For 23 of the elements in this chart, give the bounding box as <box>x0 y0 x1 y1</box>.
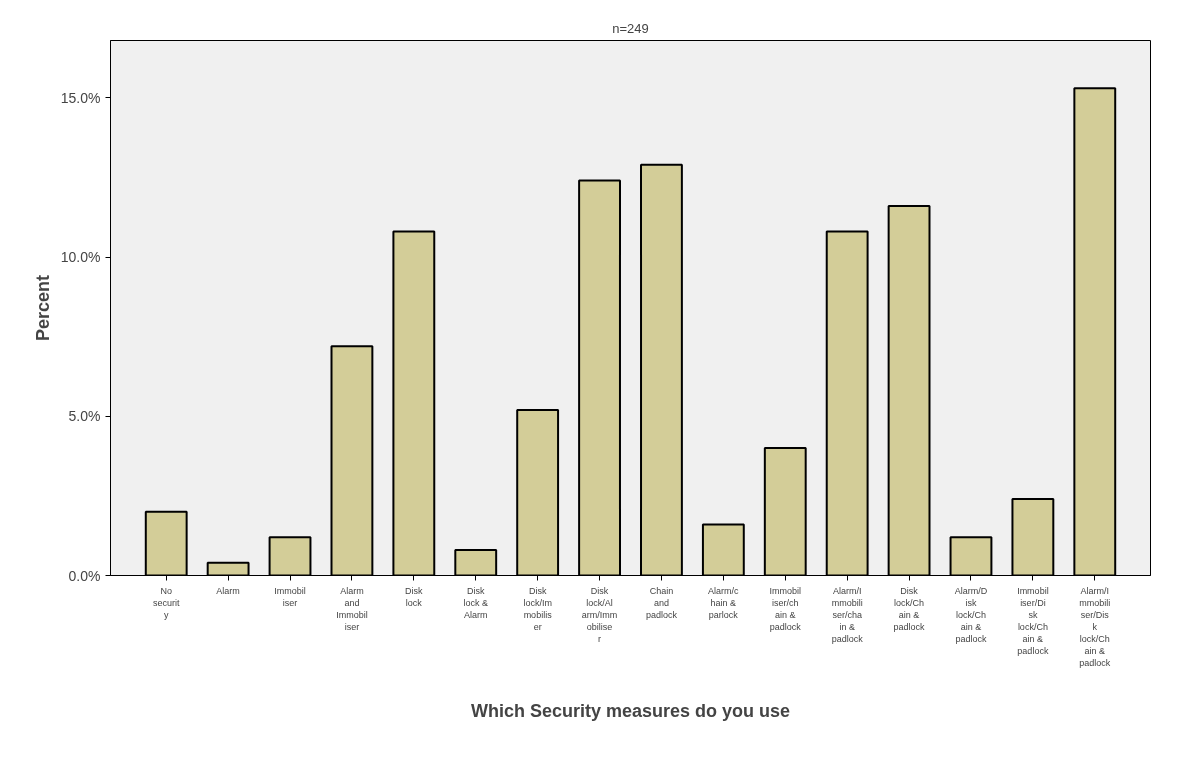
x-tick-label: Disk lock/Chain & padlock <box>893 585 926 632</box>
x-tick-label: Immobiliser/chain & padlock <box>769 585 802 632</box>
chart-title: n=249 <box>612 20 649 36</box>
x-tick-label: Immobiliser <box>274 585 306 608</box>
x-tick-label: Alarm and Immobiliser <box>336 585 368 632</box>
x-tick-label: Disk lock & Alarm <box>463 585 488 620</box>
y-tick-label: 15.0% <box>60 89 101 106</box>
y-tick-label: 10.0% <box>60 249 101 266</box>
x-tick-label: Immobiliser/Disk lock/Chain & padlock <box>1017 585 1049 656</box>
x-tick-label: Alarm/Immobiliser/Disk lock/Chain & padlock <box>1079 585 1111 668</box>
x-tick-label: Disk lock/Alarm/Immobiliser <box>581 585 618 644</box>
x-tick-label: Alarm <box>216 585 240 596</box>
x-tick-label: No security <box>152 585 180 620</box>
x-tick-label: Alarm/chain & parlock <box>708 585 740 620</box>
x-tick-label: Disk lock/Immobiliser <box>523 585 553 632</box>
x-tick-label: Alarm/Disk lock/Chain & padlock <box>954 585 988 644</box>
x-axis-title: Which Security measures do you use <box>470 700 791 721</box>
y-tick-label: 0.0% <box>68 567 101 584</box>
x-tick-label: Chain and padlock <box>645 585 678 620</box>
x-tick-label: Alarm/Immobiliser/chain & padlock <box>831 585 864 644</box>
y-axis-title: Percent <box>32 274 53 342</box>
x-tick-label: Disk lock <box>405 585 424 608</box>
y-tick-label: 5.0% <box>68 408 101 425</box>
